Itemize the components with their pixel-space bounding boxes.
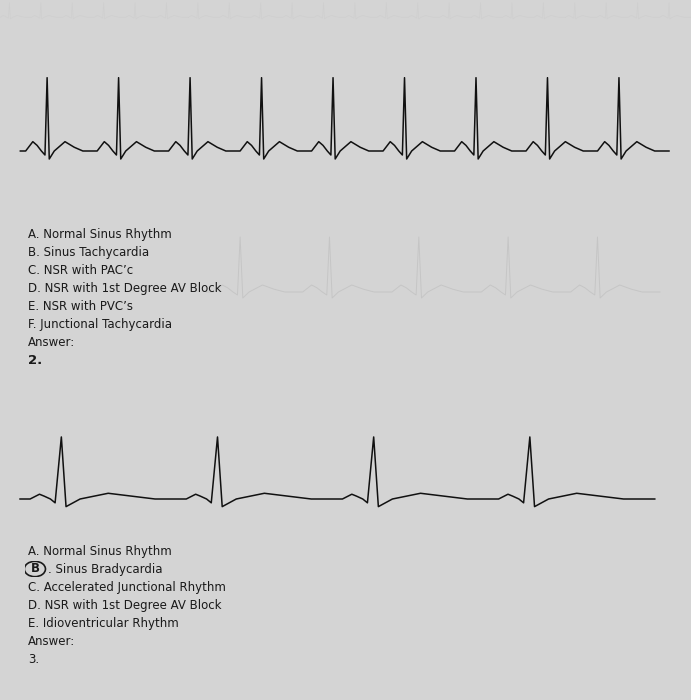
Text: 2.: 2. xyxy=(28,354,42,367)
Text: E. NSR with PVC’s: E. NSR with PVC’s xyxy=(28,300,133,313)
Text: C. Accelerated Junctional Rhythm: C. Accelerated Junctional Rhythm xyxy=(28,581,226,594)
Text: A. Normal Sinus Rhythm: A. Normal Sinus Rhythm xyxy=(28,228,172,241)
Text: . Sinus Bradycardia: . Sinus Bradycardia xyxy=(48,563,162,576)
Text: D. NSR with 1st Degree AV Block: D. NSR with 1st Degree AV Block xyxy=(28,282,222,295)
Text: C. NSR with PAC’c: C. NSR with PAC’c xyxy=(28,264,133,277)
Text: D. NSR with 1st Degree AV Block: D. NSR with 1st Degree AV Block xyxy=(28,599,222,612)
Text: B: B xyxy=(30,562,39,575)
Text: F. Junctional Tachycardia: F. Junctional Tachycardia xyxy=(28,318,172,331)
Text: Answer:: Answer: xyxy=(28,336,75,349)
Text: B. Sinus Tachycardia: B. Sinus Tachycardia xyxy=(28,246,149,259)
Text: A. Normal Sinus Rhythm: A. Normal Sinus Rhythm xyxy=(28,545,172,558)
Text: Answer:: Answer: xyxy=(28,635,75,648)
Text: E. Idioventricular Rhythm: E. Idioventricular Rhythm xyxy=(28,617,179,630)
Text: 3.: 3. xyxy=(28,653,39,666)
